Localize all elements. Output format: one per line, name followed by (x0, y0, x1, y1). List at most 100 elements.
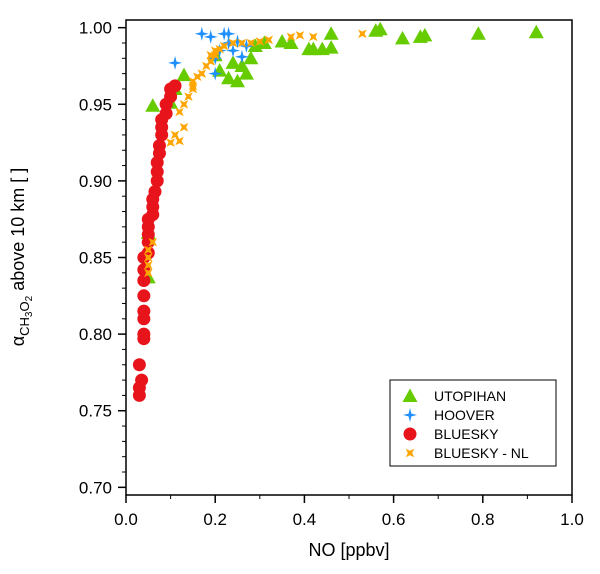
legend-marker (403, 408, 417, 422)
data-point (166, 138, 175, 147)
data-point (176, 67, 192, 82)
data-point (221, 35, 236, 50)
y-axis-title-sub-3: 3 (24, 311, 35, 317)
data-point (197, 69, 207, 78)
data-point (323, 26, 339, 40)
data-point (188, 81, 198, 91)
x-tick-label: 0.8 (471, 510, 495, 529)
data-point (194, 26, 209, 41)
data-point (221, 26, 236, 41)
data-point (230, 34, 245, 49)
data-point (255, 37, 265, 46)
y-axis-title-alpha: α (8, 336, 28, 346)
y-tick-label: 0.80 (79, 325, 112, 344)
y-tick-label: 0.85 (79, 249, 112, 268)
x-tick-label: 1.0 (560, 510, 584, 529)
data-point (286, 32, 296, 42)
data-point (210, 51, 220, 60)
y-tick-label: 0.95 (79, 95, 112, 114)
legend-label: HOOVER (434, 407, 495, 423)
data-point (144, 260, 153, 270)
data-point (256, 35, 272, 49)
data-point (141, 246, 155, 260)
x-tick-label: 0.0 (114, 510, 138, 529)
y-tick-label: 0.70 (79, 478, 112, 497)
series-bluesky (132, 79, 182, 402)
data-point (203, 29, 218, 44)
data-point (323, 40, 339, 54)
data-point (237, 38, 247, 48)
data-point (135, 373, 149, 387)
data-point (470, 26, 486, 40)
y-axis-title-sub-o: O (17, 301, 32, 311)
x-axis: 0.0 0.2 0.4 0.6 0.8 1.0 (114, 495, 584, 529)
data-point (179, 123, 189, 132)
data-point (243, 50, 259, 65)
data-point (132, 358, 146, 372)
data-point (226, 43, 241, 58)
data-point (159, 106, 173, 120)
data-point (528, 24, 544, 39)
data-points (132, 21, 544, 402)
data-point (137, 304, 151, 318)
data-point (148, 237, 157, 247)
legend-label: UTOPIHAN (434, 388, 506, 404)
data-point (228, 38, 238, 48)
data-point (184, 92, 193, 101)
legend-box (389, 379, 557, 467)
y-axis: 0.70 0.75 0.80 0.85 0.90 0.95 1.00 (79, 19, 126, 497)
data-point (395, 30, 411, 45)
data-point (274, 33, 290, 48)
data-point (309, 32, 318, 42)
data-point (148, 185, 162, 199)
data-point (234, 49, 249, 64)
data-point (150, 165, 164, 179)
data-point (358, 29, 367, 39)
x-tick-label: 0.2 (203, 510, 227, 529)
x-tick-label: 0.4 (293, 510, 317, 529)
data-point (225, 55, 241, 69)
data-point (168, 79, 182, 93)
data-point (283, 35, 299, 49)
data-point (219, 41, 229, 51)
legend-label: BLUESKY - NL (434, 445, 529, 461)
x-axis-title: NO [ppbv] (308, 540, 389, 560)
legend-label: BLUESKY (434, 426, 499, 442)
data-point (175, 107, 184, 117)
data-point (230, 73, 245, 88)
data-point (221, 70, 237, 85)
data-point (144, 253, 153, 262)
y-axis-title: αCH3O2 above 10 km [ ] (8, 168, 35, 347)
y-axis-title-rest: above 10 km [ ] (8, 168, 28, 296)
legend-marker (402, 388, 418, 402)
data-point (246, 38, 256, 48)
y-axis-title-sub-2: 2 (24, 295, 35, 301)
data-point (264, 35, 273, 45)
data-point (144, 245, 153, 255)
data-point (417, 27, 433, 42)
data-point (137, 273, 151, 287)
y-tick-label: 0.75 (79, 402, 112, 421)
data-point (238, 66, 254, 80)
data-point (179, 100, 189, 109)
y-tick-label: 1.00 (79, 19, 112, 38)
data-point (208, 51, 223, 66)
y-tick-label: 0.90 (79, 172, 112, 191)
data-point (206, 57, 215, 66)
data-point (168, 55, 183, 70)
x-tick-label: 0.6 (382, 510, 406, 529)
data-point (137, 327, 151, 341)
data-point (239, 39, 254, 54)
series-utopihan (140, 21, 544, 284)
data-point (372, 21, 388, 36)
data-point (152, 139, 166, 153)
y-axis-title-sub-ch: CH (17, 317, 32, 336)
series-bluesky-nl (144, 29, 367, 278)
legend-marker (403, 427, 417, 441)
data-point (170, 130, 180, 140)
legend-marker (405, 448, 415, 458)
data-point (137, 289, 151, 303)
data-point (295, 31, 305, 40)
data-point (208, 66, 223, 81)
